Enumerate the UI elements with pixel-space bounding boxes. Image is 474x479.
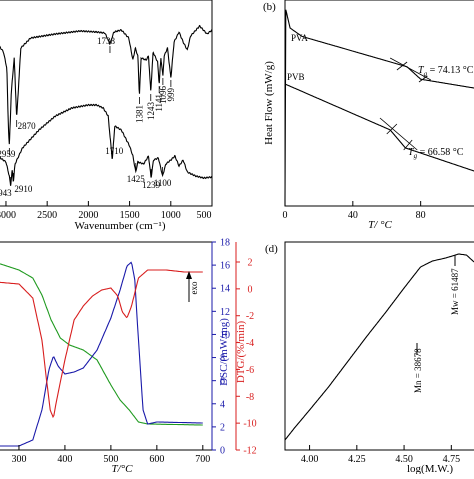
peak-label-2943: 2943: [0, 188, 12, 198]
dsc-tick-label: 8: [220, 353, 225, 364]
tg-label-pva: Tg = 74.13 °C: [418, 65, 474, 78]
peak-label-1425: 1425: [127, 174, 146, 184]
exo-arrow: exo: [186, 271, 199, 302]
dsc-tick-label: 0: [220, 446, 225, 457]
peak-label-1243: 1243: [146, 102, 156, 121]
peak-label-1738: 1738: [97, 36, 116, 46]
peak-label-2910: 2910: [14, 184, 33, 194]
dsc-pva-curve: [284, 9, 474, 206]
dsc-tick-label: 6: [220, 376, 225, 387]
tg-curve: [0, 263, 203, 426]
dsc-tick-label: 4: [220, 399, 225, 410]
panel-b-frame: [284, 0, 474, 207]
peak-label-1710: 1710: [105, 146, 124, 156]
dsc-axis-label: DSC/(mW/mg): [218, 318, 230, 386]
xtick-label: 600: [149, 454, 164, 465]
panel-b-label: (b): [263, 1, 276, 13]
xtick-label: 500: [103, 454, 118, 465]
dsc-tick-label: 12: [220, 307, 230, 318]
dsc-tick-label: 18: [220, 238, 230, 249]
ftir-lower-curve: [0, 103, 213, 186]
peak-label-2959: 2959: [0, 149, 16, 159]
peak-label-1141: 1141: [154, 94, 164, 112]
xtick-label: 700: [195, 454, 210, 465]
xtick-label: 4.25: [348, 454, 366, 465]
panel-c-xlabel: T/°C: [112, 463, 134, 474]
dtg-tick-label: -4: [246, 338, 254, 349]
xtick-label: 0: [283, 210, 288, 221]
panel-b-ylabel: Heat Flow (mW/g): [263, 61, 275, 145]
panel-d-xlabel: log(M.W.): [407, 463, 453, 474]
panel-b-xlabel: T/ °C: [368, 219, 392, 231]
dtg-tick-label: -8: [246, 392, 254, 403]
xtick-label: 1000: [161, 210, 181, 221]
mn-annotation: Mn = 38678: [413, 348, 423, 393]
panel-b: (b) Heat Flow (mW/g) PVA PVB Tg = 74.13 …: [263, 0, 474, 231]
dtg-tick-label: -6: [246, 365, 254, 376]
gpc-curve: [284, 253, 474, 441]
xtick-label: 40: [348, 210, 358, 221]
mw-annotation: Mw = 61487: [450, 268, 460, 315]
dsc-tick-label: 10: [220, 330, 230, 341]
xtick-label: 4.75: [443, 454, 461, 465]
xtick-label: 500: [197, 210, 212, 221]
panel-d-frame: [284, 241, 474, 451]
dtg-tick-label: 2: [248, 258, 253, 269]
xtick-label: 3000: [0, 210, 16, 221]
peak-label-1381: 1381: [134, 105, 144, 123]
dtg-tick-label: 0: [248, 284, 253, 295]
panel-a-xlabel: Wavenumber (cm⁻¹): [75, 220, 166, 232]
dtg-axis-label: DTG/(%/min): [235, 321, 247, 384]
series-label-pva: PVA: [291, 33, 308, 43]
dsc-tick-label: 14: [220, 284, 230, 295]
dtg-tick-label: -12: [243, 446, 256, 457]
xtick-label: 4.00: [301, 454, 319, 465]
xtick-label: 80: [416, 210, 426, 221]
dtg-tick-label: -10: [243, 419, 256, 430]
dsc-tick-label: 16: [220, 261, 230, 272]
panel-c-frame: [0, 241, 213, 451]
xtick-label: 2500: [37, 210, 57, 221]
panel-d: (d) Mn = 38678 Mw = 61487 4.00 4.25 4.50 4.…: [265, 241, 474, 475]
dsc-curve: [0, 261, 203, 447]
series-label-pvb: PVB: [287, 72, 305, 82]
peak-label-1239: 1239: [142, 180, 161, 190]
tg-label-pvb: Tg = 66.58 °C: [408, 147, 464, 160]
panel-d-label: (d): [265, 243, 278, 255]
xtick-label: 300: [11, 454, 26, 465]
xtick-label: 1500: [120, 210, 140, 221]
panel-a-frame: [0, 0, 213, 207]
dsc-tick-label: 2: [220, 422, 225, 433]
dtg-tick-label: -2: [246, 311, 254, 322]
xtick-label: 4.50: [395, 454, 413, 465]
ftir-upper-curve: [0, 24, 213, 145]
dsc-pvb-curve: [284, 83, 474, 172]
peak-label-999: 999: [166, 88, 176, 102]
peak-label-2870: 2870: [18, 121, 37, 131]
dtg-curve: [0, 269, 203, 419]
exo-label: exo: [189, 281, 199, 294]
xtick-label: 2000: [78, 210, 98, 221]
panel-c: exo 0 2 4 6 8 10 12 14 16 18 DSC/(mW/mg) 2 0 -2 -4 -6…: [0, 238, 257, 475]
peak-label-1100: 1100: [154, 178, 172, 188]
peak-label-1096: 1096: [158, 86, 168, 105]
xtick-label: 400: [57, 454, 72, 465]
